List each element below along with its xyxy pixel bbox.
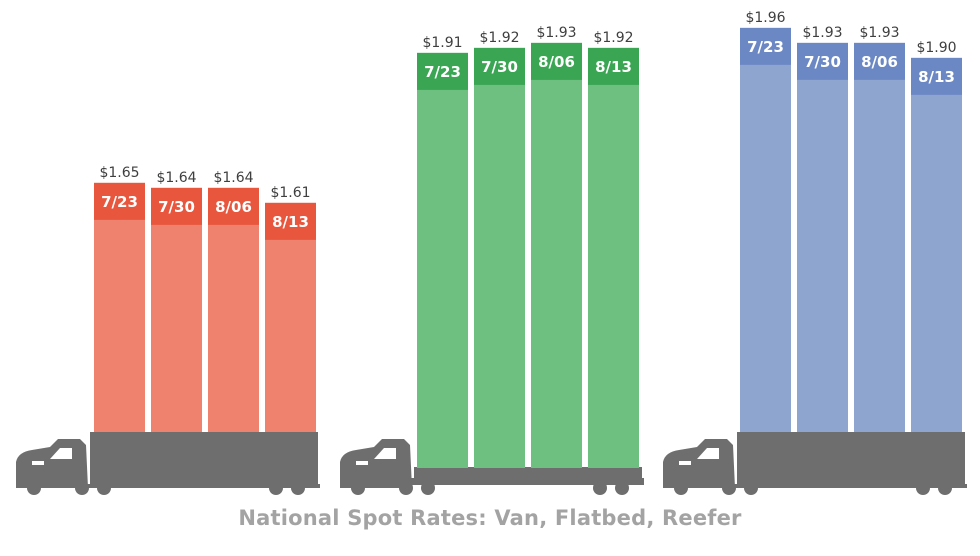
flatbed-deck xyxy=(414,467,642,478)
wheel xyxy=(399,481,413,495)
bar xyxy=(151,187,202,432)
bar-date-label: 7/23 xyxy=(101,193,138,211)
wheel xyxy=(615,481,629,495)
wheel xyxy=(722,481,736,495)
bar-date-band xyxy=(531,42,582,80)
bar-date-band xyxy=(417,52,468,90)
truck-cab xyxy=(340,439,412,488)
cab-window xyxy=(374,448,396,459)
bar xyxy=(797,42,848,432)
bar-date-band xyxy=(94,182,145,220)
bar-date-label: 8/13 xyxy=(595,58,632,76)
bar-date-label: 8/06 xyxy=(215,198,252,216)
bar xyxy=(417,52,468,469)
wheel xyxy=(269,481,283,495)
wheel xyxy=(938,481,952,495)
bar xyxy=(208,187,259,432)
truck-cab xyxy=(16,439,88,488)
wheel xyxy=(291,481,305,495)
bar-date-band xyxy=(854,42,905,80)
wheel xyxy=(27,481,41,495)
bar-group-van: 7/23 $1.65 7/30 $1.64 8/06 $1.64 8/13 $1.61 xyxy=(94,165,316,432)
bar-date-band xyxy=(474,47,525,85)
bar xyxy=(740,27,791,433)
wheel xyxy=(674,481,688,495)
truck-reefer xyxy=(663,432,967,495)
cab-stripe xyxy=(679,461,691,465)
wheel xyxy=(593,481,607,495)
bar-date-label: 8/06 xyxy=(538,53,575,71)
bar-date-label: 8/06 xyxy=(861,53,898,71)
chart-caption: National Spot Rates: Van, Flatbed, Reefe… xyxy=(238,506,742,530)
bar-date-band xyxy=(265,202,316,240)
bar-value-label: $1.93 xyxy=(802,25,842,41)
bar-date-label: 7/30 xyxy=(804,53,841,71)
chassis xyxy=(408,478,644,485)
cab-stripe xyxy=(32,461,44,465)
bar xyxy=(265,202,316,432)
bar-value-label: $1.91 xyxy=(422,35,462,51)
bar-value-label: $1.92 xyxy=(479,30,519,46)
truck-van xyxy=(16,432,320,495)
bar xyxy=(531,42,582,468)
bar-date-band xyxy=(208,187,259,225)
chassis xyxy=(731,484,967,488)
bar-group-flatbed: 7/23 $1.91 7/30 $1.92 8/06 $1.93 8/13 $1.92 xyxy=(417,25,639,469)
bar-value-label: $1.90 xyxy=(916,40,956,56)
trailer-box xyxy=(90,432,318,484)
bar xyxy=(474,47,525,468)
bar xyxy=(911,57,962,432)
bar-value-label: $1.96 xyxy=(745,10,785,26)
bar-value-label: $1.64 xyxy=(156,170,196,186)
bar-value-label: $1.61 xyxy=(270,185,310,201)
bar-value-label: $1.93 xyxy=(859,25,899,41)
bar xyxy=(588,47,639,468)
bar-value-label: $1.65 xyxy=(99,165,139,181)
bar-date-label: 7/23 xyxy=(424,63,461,81)
bar-date-band xyxy=(911,57,962,95)
bar-group-reefer: 7/23 $1.96 7/30 $1.93 8/06 $1.93 8/13 $1.90 xyxy=(740,10,962,433)
bar-date-band xyxy=(151,187,202,225)
cab-window xyxy=(50,448,72,459)
bar xyxy=(854,42,905,432)
wheel xyxy=(421,481,435,495)
truck-flatbed xyxy=(340,439,644,495)
trailer-box xyxy=(737,432,965,484)
wheel xyxy=(351,481,365,495)
cab-window xyxy=(697,448,719,459)
wheel xyxy=(744,481,758,495)
bar-date-label: 8/13 xyxy=(272,213,309,231)
cab-stripe xyxy=(356,461,368,465)
wheel xyxy=(75,481,89,495)
bar-date-band xyxy=(588,47,639,85)
bar-date-band xyxy=(797,42,848,80)
bar-date-band xyxy=(740,27,791,65)
bar-date-label: 7/30 xyxy=(481,58,518,76)
bar-date-label: 7/30 xyxy=(158,198,195,216)
bar-date-label: 7/23 xyxy=(747,38,784,56)
bar-date-label: 8/13 xyxy=(918,68,955,86)
bar-value-label: $1.64 xyxy=(213,170,253,186)
bar xyxy=(94,182,145,432)
wheel xyxy=(97,481,111,495)
truck-cab xyxy=(663,439,735,488)
wheel xyxy=(916,481,930,495)
chassis xyxy=(84,484,320,488)
bar-value-label: $1.92 xyxy=(593,30,633,46)
bar-value-label: $1.93 xyxy=(536,25,576,41)
